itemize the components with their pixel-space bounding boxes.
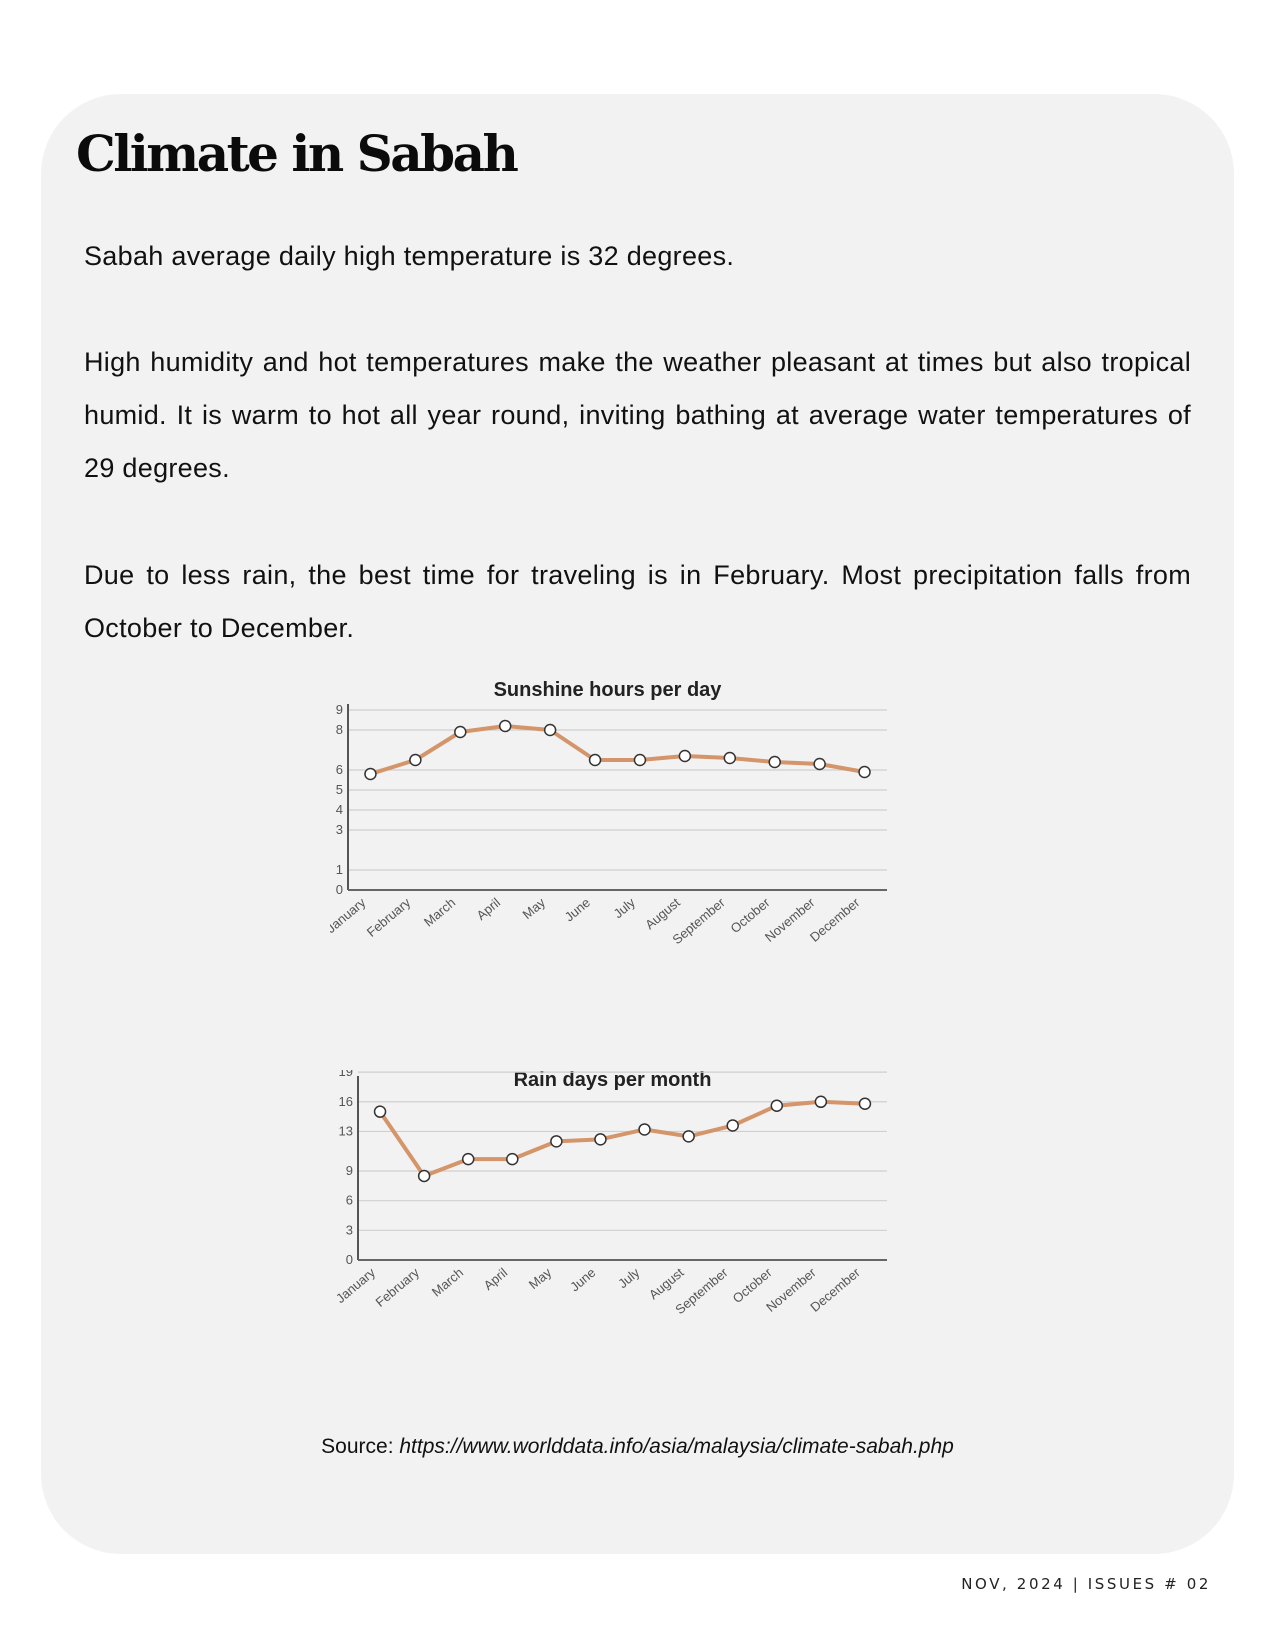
x-tick-label: May — [520, 894, 549, 922]
x-tick-label: January — [330, 894, 369, 936]
data-point — [770, 1099, 784, 1112]
data-point — [858, 765, 871, 779]
chart-title: Rain days per month — [514, 1070, 712, 1091]
data-point — [682, 1130, 695, 1143]
data-point — [373, 1105, 387, 1118]
x-tick-label: June — [567, 1265, 598, 1295]
data-point — [813, 757, 826, 771]
x-tick-label: March — [421, 895, 458, 930]
x-tick-label: May — [526, 1264, 555, 1292]
x-tick-label: March — [429, 1265, 466, 1300]
x-tick-label: December — [807, 894, 863, 944]
paragraph-humidity: High humidity and hot temperatures make … — [84, 347, 1191, 483]
x-tick-label: April — [481, 1265, 511, 1293]
data-point — [726, 1119, 739, 1132]
x-tick-label: August — [642, 895, 683, 933]
data-point — [364, 767, 377, 781]
content-card — [41, 94, 1234, 1554]
y-tick-label: 0 — [336, 882, 343, 897]
y-tick-label: 3 — [346, 1222, 353, 1237]
y-tick-label: 9 — [336, 702, 343, 717]
source-link[interactable]: https://www.worlddata.info/asia/malaysia… — [399, 1435, 954, 1458]
data-point — [768, 755, 781, 769]
data-point — [454, 725, 467, 739]
data-point — [543, 723, 557, 737]
rain-days-chart-svg: Rain days per month 0 3 6 9 13 16 19 JanuaryFebr… — [333, 1070, 887, 1317]
y-tick-label: 0 — [346, 1252, 353, 1267]
issue-footer: NOV, 2024 | ISSUES # 02 — [961, 1575, 1211, 1593]
data-point — [638, 1123, 651, 1136]
data-point — [723, 751, 737, 765]
source-label: Source: — [321, 1435, 394, 1458]
source-citation: Source: https://www.worlddata.info/asia/… — [0, 1435, 1275, 1459]
series-line — [378, 1099, 866, 1178]
data-point — [506, 1152, 519, 1166]
chart-title: Sunshine hours per day — [494, 680, 723, 701]
data-point — [409, 753, 422, 767]
y-tick-label: 5 — [336, 782, 343, 797]
x-tick-label: April — [474, 895, 504, 923]
x-tick-label: January — [333, 1264, 378, 1306]
y-tick-label: 13 — [339, 1123, 353, 1138]
sunshine-chart: Sunshine hours per day 0 1 3 4 5 6 8 9 January Feb… — [330, 680, 950, 1000]
x-tick-label: July — [615, 1264, 643, 1291]
data-point — [814, 1095, 828, 1109]
y-tick-label: 19 — [339, 1070, 353, 1079]
data-point — [594, 1133, 607, 1146]
data-point — [633, 753, 647, 767]
x-tick-label: February — [373, 1264, 423, 1309]
y-tick-label: 16 — [339, 1094, 353, 1109]
x-tick-label: June — [562, 895, 593, 925]
data-point — [461, 1152, 475, 1166]
data-point — [550, 1135, 563, 1148]
data-point — [678, 749, 692, 763]
y-tick-label: 1 — [336, 862, 343, 877]
paragraph-best-time: Due to less rain, the best time for trav… — [84, 560, 1191, 643]
series-line — [369, 724, 865, 776]
y-tick-label: 9 — [346, 1163, 353, 1178]
rain-days-chart: Rain days per month 0 3 6 9 13 16 19 January Febr… — [330, 1070, 950, 1400]
data-point — [417, 1169, 431, 1183]
y-tick-label: 4 — [336, 802, 343, 817]
paragraph-temperature: Sabah average daily high temperature is … — [84, 241, 735, 271]
x-tick-label: February — [364, 894, 414, 939]
data-point — [858, 1097, 872, 1111]
x-tick-label: July — [611, 894, 639, 921]
x-tick-label: December — [807, 1264, 863, 1314]
x-tick-label: August — [646, 1265, 687, 1303]
y-tick-label: 6 — [346, 1193, 353, 1208]
data-point — [498, 719, 512, 733]
y-tick-label: 8 — [336, 722, 343, 737]
data-point — [588, 753, 602, 767]
y-tick-label: 3 — [336, 822, 343, 837]
page-title: Climate in Sabah — [76, 124, 519, 183]
sunshine-chart-svg: Sunshine hours per day 0 1 3 4 5 6 8 9 JanuaryFeb… — [330, 680, 887, 947]
y-tick-label: 6 — [336, 762, 343, 777]
